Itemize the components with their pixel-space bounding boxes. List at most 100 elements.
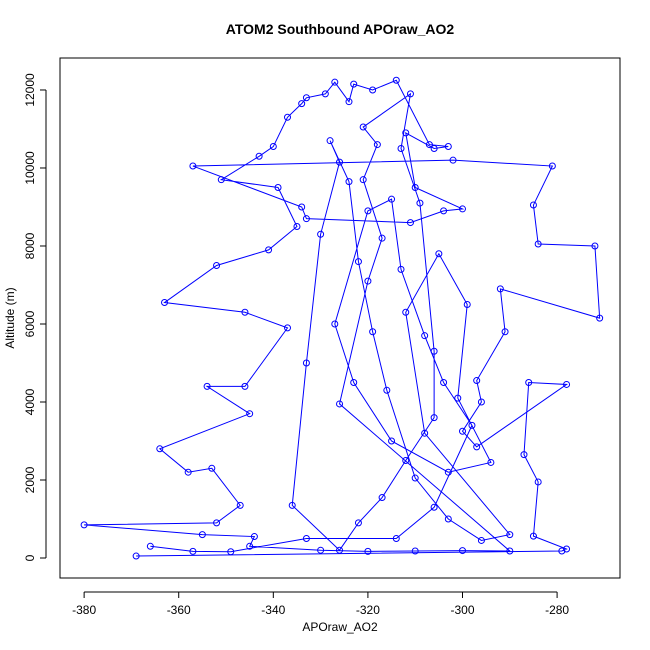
point — [459, 427, 466, 435]
point — [321, 90, 329, 98]
point — [468, 421, 476, 429]
point — [459, 547, 466, 555]
y-tick-label: 6000 — [23, 310, 37, 337]
x-tick-label: -300 — [450, 603, 474, 617]
point — [288, 501, 296, 509]
point — [477, 398, 485, 406]
point — [411, 183, 419, 191]
point — [444, 468, 452, 476]
point — [241, 308, 249, 316]
point — [241, 382, 249, 390]
point — [506, 531, 514, 539]
point — [548, 162, 556, 170]
x-axis-label: APOraw_AO2 — [302, 620, 378, 634]
point — [345, 98, 353, 106]
y-tick-label: 10000 — [23, 151, 37, 185]
point — [208, 464, 216, 472]
y-axis-label: Altitude (m) — [3, 287, 17, 348]
point — [411, 547, 419, 555]
point — [336, 400, 344, 408]
point — [274, 183, 282, 191]
point — [364, 547, 372, 555]
point — [435, 250, 443, 258]
y-tick-label: 12000 — [23, 73, 37, 107]
point — [146, 542, 154, 550]
point — [331, 320, 339, 328]
point — [317, 546, 325, 554]
point — [302, 94, 310, 102]
point — [449, 156, 457, 164]
point — [350, 378, 358, 386]
point — [189, 547, 197, 555]
point — [246, 410, 254, 418]
point — [236, 501, 244, 509]
point — [440, 207, 448, 215]
point — [487, 458, 495, 466]
point — [369, 328, 377, 336]
point — [388, 195, 396, 203]
point — [534, 478, 542, 486]
point — [558, 547, 566, 555]
point — [444, 143, 452, 151]
point — [80, 521, 88, 529]
point — [359, 123, 367, 131]
point — [411, 474, 419, 482]
x-tick-label: -380 — [72, 603, 96, 617]
point — [383, 386, 391, 394]
point — [213, 519, 221, 527]
point — [596, 314, 604, 322]
point — [345, 178, 353, 186]
point — [284, 113, 291, 121]
point — [336, 158, 344, 166]
y-tick-label: 0 — [23, 554, 37, 561]
point — [373, 141, 381, 149]
point — [331, 78, 339, 86]
point — [364, 207, 372, 215]
point — [463, 300, 471, 308]
point — [298, 100, 306, 108]
point — [293, 222, 301, 230]
point — [364, 277, 372, 285]
point — [189, 162, 197, 170]
point — [336, 546, 344, 554]
point — [534, 240, 542, 248]
point — [501, 328, 509, 336]
point — [496, 285, 504, 293]
y-tick-label: 2000 — [23, 466, 37, 493]
point — [156, 445, 164, 453]
point — [563, 380, 571, 388]
point — [359, 176, 367, 184]
point — [397, 265, 405, 273]
point — [406, 219, 414, 227]
point — [184, 468, 192, 476]
point — [459, 205, 466, 213]
point — [298, 203, 306, 211]
point — [255, 152, 263, 160]
point — [397, 144, 405, 152]
point — [440, 378, 448, 386]
series-line — [84, 79, 601, 557]
point — [326, 137, 334, 145]
point — [227, 548, 235, 556]
point — [354, 258, 362, 266]
point — [444, 515, 452, 523]
point — [392, 76, 400, 84]
point — [354, 519, 362, 527]
point — [246, 542, 254, 550]
x-tick-label: -320 — [356, 603, 380, 617]
point — [416, 199, 424, 207]
point — [250, 533, 258, 541]
point — [350, 80, 358, 88]
point — [378, 494, 386, 502]
point — [203, 382, 211, 390]
point — [473, 443, 481, 451]
y-tick-label: 8000 — [23, 232, 37, 259]
point — [506, 547, 514, 555]
point — [392, 534, 400, 542]
point — [161, 299, 169, 307]
point — [529, 201, 537, 209]
point — [563, 545, 571, 553]
point — [317, 230, 325, 238]
point — [388, 437, 396, 445]
